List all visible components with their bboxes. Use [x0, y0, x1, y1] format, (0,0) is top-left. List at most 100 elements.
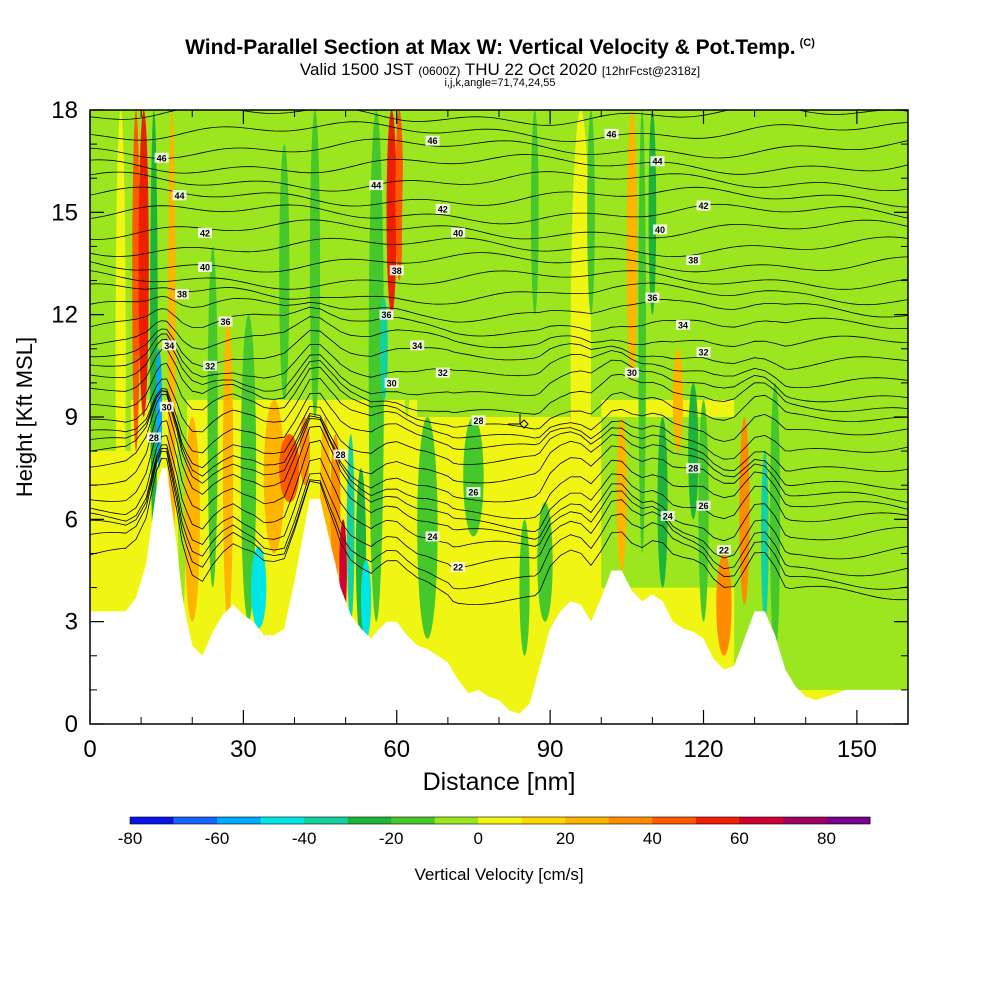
theta-contour-line — [90, 154, 908, 175]
x-axis-label: Distance [nm] — [423, 768, 576, 796]
svg-text:22: 22 — [453, 563, 463, 573]
forecast-info: [12hrFcst@2318z] — [601, 64, 701, 78]
colorbar: -80 -60 -40 -20 0 20 40 60 80 — [118, 816, 871, 848]
colorbar-tick-label: 80 — [817, 829, 836, 848]
theta-contour-line — [90, 121, 908, 142]
contour-label: 44 — [369, 180, 384, 191]
velocity-band — [386, 110, 397, 315]
velocity-band — [330, 434, 341, 588]
svg-text:26: 26 — [468, 488, 478, 498]
colorbar-swatch — [565, 817, 610, 824]
contour-label: 44 — [172, 190, 187, 201]
svg-text:46: 46 — [428, 136, 438, 146]
contour-label: 40 — [451, 227, 466, 238]
contour-label: 38 — [686, 255, 701, 266]
y-tick-label: 15 — [51, 199, 78, 226]
colorbar-swatch — [695, 817, 740, 824]
colorbar-tick-label: -60 — [205, 829, 230, 848]
contour-label: 42 — [696, 200, 711, 211]
colorbar-tick-label: -40 — [292, 829, 317, 848]
svg-text:30: 30 — [162, 402, 172, 412]
svg-text:38: 38 — [392, 266, 402, 276]
svg-text:40: 40 — [655, 225, 665, 235]
colorbar-label: Vertical Velocity [cm/s] — [414, 865, 583, 884]
contour-label: 42 — [435, 203, 450, 214]
svg-text:40: 40 — [200, 262, 210, 272]
svg-text:42: 42 — [200, 228, 210, 238]
y-tick-label: 6 — [65, 506, 78, 533]
velocity-band — [616, 417, 627, 571]
velocity-band — [360, 560, 372, 639]
svg-text:22: 22 — [719, 546, 729, 556]
velocity-band — [222, 314, 234, 622]
contour-label: 34 — [410, 340, 425, 351]
terrain-mask — [90, 468, 908, 724]
velocity-band — [769, 382, 781, 656]
theta-contour-line — [90, 270, 908, 290]
x-tick-label: 60 — [383, 736, 410, 763]
theta-contour-line — [90, 393, 908, 503]
valid-main: Valid 1500 JST — [299, 60, 414, 79]
svg-text:44: 44 — [174, 191, 184, 201]
velocity-band — [176, 144, 188, 622]
contour-label: 46 — [425, 135, 440, 146]
theta-contour-line — [90, 377, 908, 442]
y-tick-label: 9 — [65, 404, 78, 431]
contour-label: 46 — [154, 152, 169, 163]
svg-text:24: 24 — [663, 511, 673, 521]
velocity-band — [450, 110, 466, 417]
colorbar-swatch — [347, 817, 392, 824]
theta-contour-line — [90, 73, 908, 93]
theta-contour-line — [90, 328, 908, 370]
svg-text:42: 42 — [698, 201, 708, 211]
velocity-band — [587, 110, 595, 315]
theta-contour-line — [90, 138, 908, 159]
x-tick-label: 0 — [83, 736, 96, 763]
theta-contour-line — [90, 282, 908, 306]
theta-contour-line — [90, 404, 908, 520]
colorbar-swatch — [478, 817, 523, 824]
svg-text:34: 34 — [412, 341, 422, 351]
contour-label: 26 — [696, 500, 711, 511]
velocity-band — [346, 434, 355, 622]
contour-label: 36 — [645, 292, 660, 303]
velocity-band — [150, 110, 158, 554]
velocity-band — [657, 417, 668, 588]
contour-label: 24 — [425, 531, 440, 542]
contour-label: 28 — [686, 463, 701, 474]
colorbar-swatch — [260, 817, 305, 824]
theta-contour-line — [90, 450, 908, 590]
svg-text:32: 32 — [698, 348, 708, 358]
valid-utc: (0600Z) — [418, 64, 461, 78]
x-tick-label: 90 — [537, 736, 564, 763]
colorbar-swatch — [391, 817, 436, 824]
svg-text:28: 28 — [336, 450, 346, 460]
contour-label: 36 — [379, 309, 394, 320]
theta-contour-line — [90, 296, 908, 323]
colorbar-tick-label: -20 — [379, 829, 404, 848]
velocity-band — [251, 546, 267, 629]
colorbar-swatch — [130, 817, 175, 824]
svg-text:32: 32 — [438, 368, 448, 378]
svg-text:46: 46 — [157, 153, 167, 163]
colorbar-tick-label: 40 — [643, 829, 662, 848]
colorbar-swatch — [608, 817, 653, 824]
velocity-band — [279, 144, 290, 400]
contour-label: 28 — [471, 415, 486, 426]
theta-contour-line — [90, 390, 908, 490]
velocity-band — [368, 110, 384, 622]
svg-text:36: 36 — [647, 293, 657, 303]
velocity-band — [530, 110, 539, 315]
svg-text:40: 40 — [453, 228, 463, 238]
contour-label: 38 — [175, 289, 190, 300]
velocity-band — [698, 399, 709, 622]
copyright-mark: (C) — [799, 37, 815, 49]
svg-text:32: 32 — [205, 361, 215, 371]
colorbar-tick-label: -80 — [118, 829, 143, 848]
velocity-band — [207, 246, 218, 588]
theta-contour-line — [90, 420, 908, 533]
contour-label: 44 — [650, 156, 665, 167]
x-tick-label: 150 — [837, 736, 877, 763]
contour-label: 30 — [159, 401, 174, 412]
